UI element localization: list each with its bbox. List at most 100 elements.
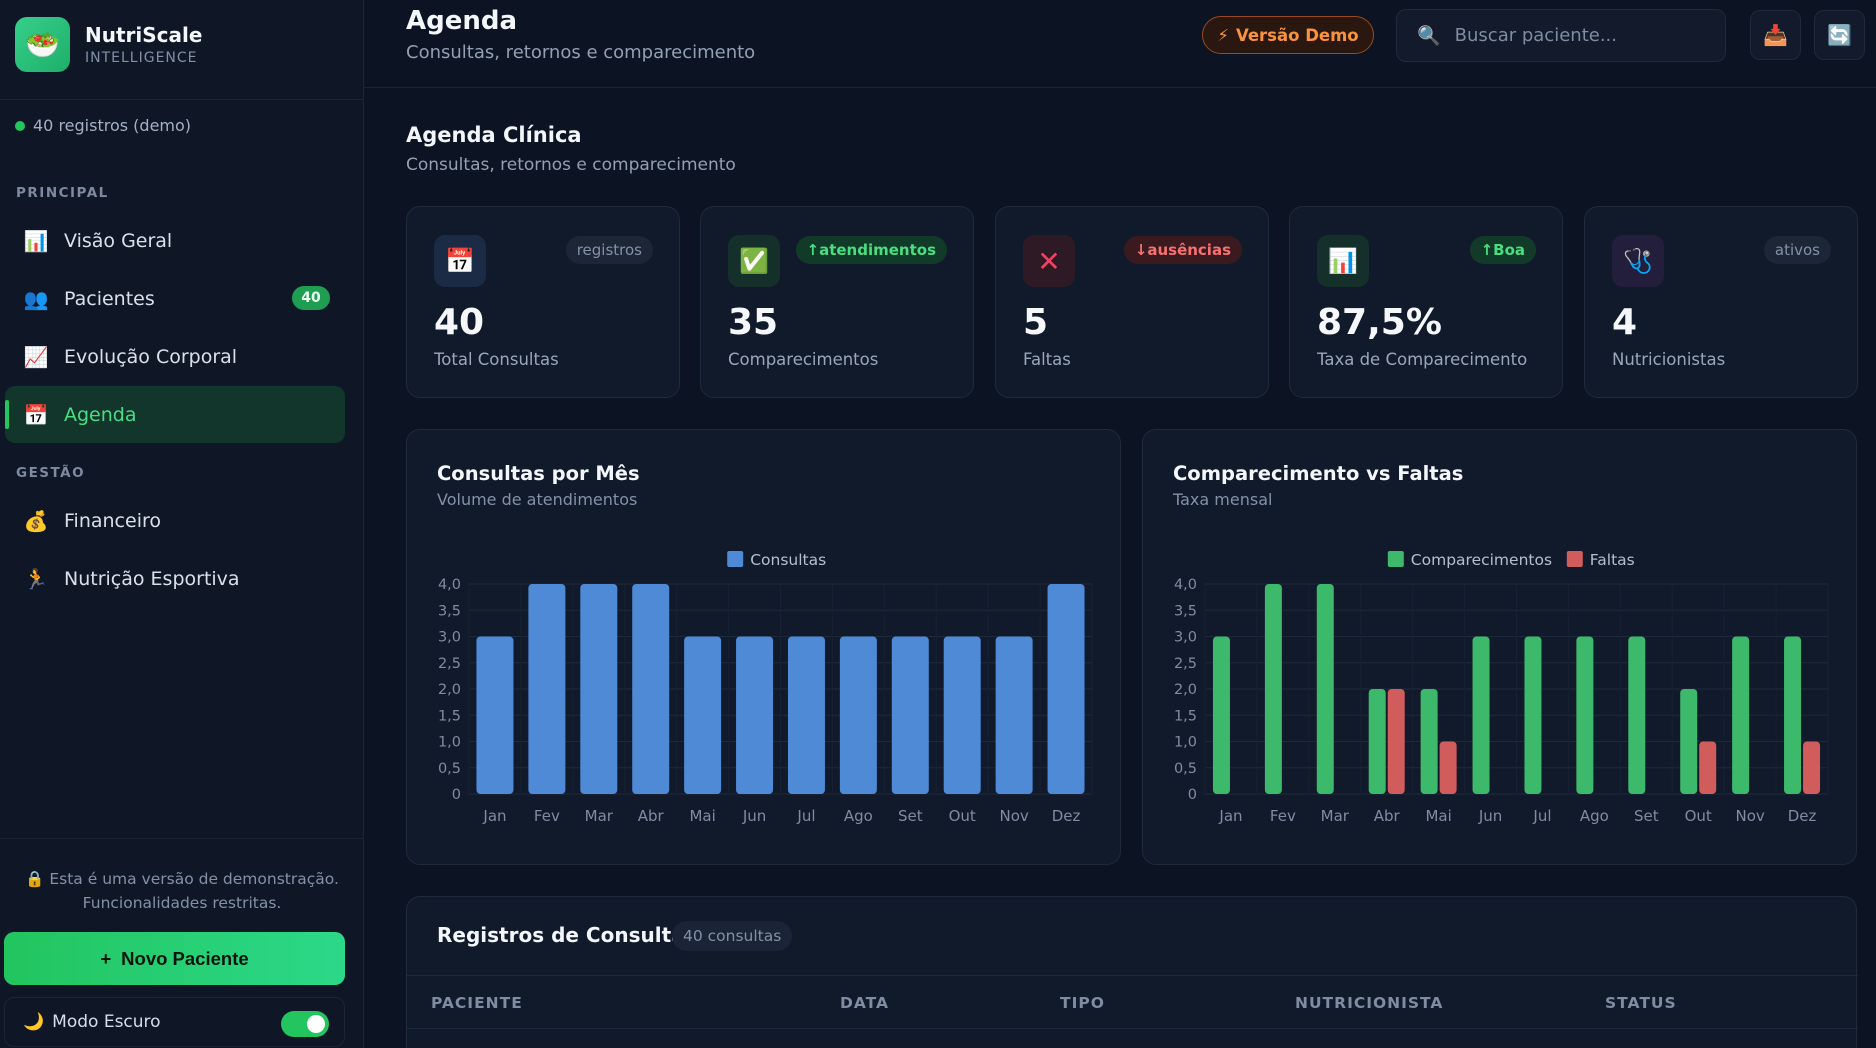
status-dot (15, 120, 25, 131)
x-tick-label: Out (1685, 807, 1712, 825)
chart-comparecimento-vs-faltas: 0 0,5 1,0 1,5 2,0 2,5 3,0 3,5 4,0 Jan Fev Mar Abr Mai… (1174, 551, 1829, 825)
lock-icon: 🔒 (25, 870, 50, 888)
bar-consultas-mar (580, 584, 618, 794)
dark-mode-toggle[interactable] (281, 1011, 329, 1037)
chart-consultas-por-mes: 0 0,5 1,0 1,5 2,0 2,5 3,0 3,5 4,0 Jan Fev Mar Abr Mai… (438, 551, 1093, 825)
column-header-nutricionista[interactable]: NUTRICIONISTA (1295, 994, 1444, 1012)
records-card: Registros de Consulta 40 consultas PACIE… (406, 896, 1858, 1048)
sidebar-item-label: Visão Geral (64, 229, 173, 252)
bar-comparecimentos-abr (1368, 689, 1386, 794)
x-tick-label: Jul (796, 807, 815, 825)
bar-consultas-ago (839, 636, 877, 794)
salad-icon: 🥗 (15, 17, 70, 72)
bar-consultas-mai (684, 636, 722, 794)
money-bag-icon: 💰 (23, 508, 49, 533)
bar-comparecimentos-out (1680, 689, 1698, 794)
stat-tag: ativos (1763, 236, 1831, 264)
plus-icon: + (100, 947, 112, 969)
header-subtitle: Consultas, retornos e comparecimento (406, 42, 756, 63)
sidebar-item-label: Pacientes (64, 287, 155, 310)
column-header-data[interactable]: DATA (840, 994, 890, 1012)
y-tick-label: 3,0 (1174, 630, 1197, 646)
column-header-status[interactable]: STATUS (1605, 994, 1677, 1012)
dark-mode-row: 🌙 Modo Escuro (4, 997, 345, 1047)
x-tick-label: Fev (534, 807, 560, 825)
x-tick-label: Nov (999, 807, 1028, 825)
sidebar-item-visao-geral[interactable]: 📊 Visão Geral (5, 212, 345, 269)
column-header-tipo[interactable]: TIPO (1060, 994, 1105, 1012)
x-tick-label: Mai (689, 807, 715, 825)
top-header: Agenda Consultas, retornos e comparecime… (364, 0, 1876, 88)
stat-label: Faltas (1023, 350, 1071, 369)
y-tick-label: 4,0 (1174, 577, 1197, 593)
bar-faltas-abr (1387, 689, 1405, 794)
bar-comparecimentos-set (1628, 636, 1646, 794)
search-box[interactable]: 🔍 (1396, 9, 1726, 62)
brand-subtitle: INTELLIGENCE (85, 49, 198, 66)
stat-tag: ↑Boa (1469, 236, 1536, 264)
x-tick-label: Abr (638, 807, 665, 825)
stat-value: 5 (1023, 302, 1049, 343)
sidebar-item-evolucao-corporal[interactable]: 📈 Evolução Corporal (5, 328, 345, 385)
bar-comparecimentos-mar (1316, 584, 1334, 794)
bar-consultas-set (891, 636, 929, 794)
records-title: Registros de Consulta (437, 923, 685, 947)
stat-value: 40 (434, 302, 485, 343)
sidebar-item-label: Agenda (64, 403, 137, 426)
x-tick-label: Jun (1478, 807, 1502, 825)
legend-swatch (1387, 551, 1404, 567)
records-table-header: PACIENTE DATA TIPO NUTRICIONISTA STATUS (407, 975, 1858, 1029)
chart-card-comparecimento-vs-faltas: Comparecimento vs Faltas Taxa mensal 0 0,… (1142, 429, 1857, 865)
x-tick-label: Dez (1788, 807, 1817, 825)
y-tick-label: 1,5 (1174, 708, 1197, 724)
patients-count-badge: 40 (292, 286, 330, 310)
chart-title: Consultas por Mês (437, 462, 640, 485)
bar-comparecimentos-nov (1732, 636, 1750, 794)
sidebar-item-label: Evolução Corporal (64, 345, 238, 368)
demo-version-badge[interactable]: ⚡ Versão Demo (1202, 16, 1374, 54)
new-patient-button[interactable]: + Novo Paciente (4, 932, 345, 985)
chart-subtitle: Taxa mensal (1173, 490, 1273, 509)
legend-swatch (727, 551, 744, 567)
sidebar-item-nutricao-esportiva[interactable]: 🏃 Nutrição Esportiva (5, 550, 345, 607)
sidebar-item-agenda[interactable]: 📅 Agenda (5, 386, 345, 443)
x-tick-label: Dez (1052, 807, 1081, 825)
section-label-principal: PRINCIPAL (16, 185, 109, 201)
brand[interactable]: 🥗 NutriScale INTELLIGENCE (15, 17, 202, 72)
y-tick-label: 0,5 (438, 761, 461, 777)
column-header-paciente[interactable]: PACIENTE (431, 994, 523, 1012)
refresh-button[interactable]: 🔄 (1814, 10, 1865, 60)
stat-tag: ↑atendimentos (795, 236, 947, 264)
bar-consultas-out (943, 636, 981, 794)
moon-icon: 🌙 (23, 1012, 45, 1032)
legend-swatch (1566, 551, 1583, 567)
demo-note-line2: Funcionalidades restritas. (82, 894, 282, 912)
x-tick-label: Abr (1374, 807, 1401, 825)
demo-note-line1: Esta é uma versão de demonstração. (49, 870, 339, 888)
y-tick-label: 2,5 (1174, 656, 1197, 672)
x-tick-label: Set (1634, 807, 1659, 825)
bar-consultas-nov (995, 636, 1033, 794)
trend-chart-icon: 📈 (23, 344, 49, 369)
y-tick-label: 3,5 (438, 603, 461, 619)
bar-faltas-out (1699, 741, 1717, 794)
bar-faltas-dez (1803, 741, 1821, 794)
section-label-gestao: GESTÃO (16, 465, 86, 481)
bar-comparecimentos-fev (1264, 584, 1282, 794)
search-input[interactable] (1454, 25, 1705, 46)
chart-card-consultas-por-mes: Consultas por Mês Volume de atendimentos… (406, 429, 1121, 865)
sidebar-item-label: Financeiro (64, 509, 161, 532)
sidebar-item-pacientes[interactable]: 👥 Pacientes 40 (5, 270, 345, 327)
y-tick-label: 2,5 (438, 656, 461, 672)
inbox-button[interactable]: 📥 (1750, 10, 1801, 60)
x-tick-label: Ago (844, 807, 873, 825)
chart-subtitle: Volume de atendimentos (437, 490, 638, 509)
new-patient-label: Novo Paciente (121, 947, 249, 969)
records-count-badge: 40 consultas (672, 921, 793, 951)
dark-mode-label: Modo Escuro (52, 1012, 161, 1032)
bar-consultas-jan (476, 636, 514, 794)
x-tick-label: Mai (1425, 807, 1451, 825)
sidebar-item-financeiro[interactable]: 💰 Financeiro (5, 492, 345, 549)
stat-card-comparecimentos: ✅ ↑atendimentos 35 Comparecimentos (700, 206, 974, 398)
bar-consultas-fev (528, 584, 566, 794)
